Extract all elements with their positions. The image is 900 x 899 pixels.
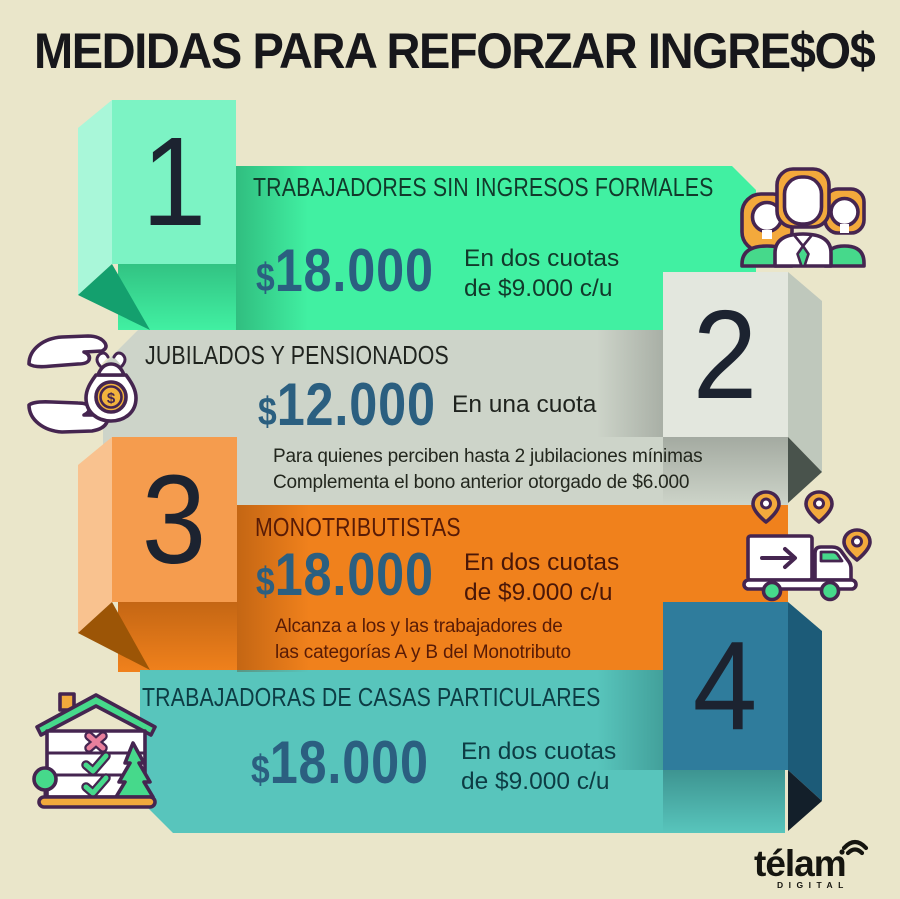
delivery-truck-icon — [742, 490, 872, 602]
check-icon — [83, 775, 109, 796]
check-icon — [83, 753, 109, 774]
coin-symbol: $ — [107, 390, 116, 407]
telam-logo-text: télam — [754, 843, 846, 884]
measure-3-heading: MONOTRIBUTISTAS — [255, 512, 461, 542]
currency-symbol: $ — [251, 748, 270, 792]
measure-3-amount: $18.000 — [256, 541, 434, 608]
measure-1-number-block: 1 — [112, 100, 236, 264]
measure-4-number-block: 4 — [663, 602, 788, 770]
measure-1-heading: TRABAJADORES SIN INGRESOS FORMALES — [253, 172, 714, 202]
measure-1-number: 1 — [141, 111, 207, 252]
measure-2-amount: $12.000 — [258, 371, 436, 438]
measure-2-number-block: 2 — [663, 272, 788, 437]
measure-2-heading: JUBILADOS Y PENSIONADOS — [145, 340, 449, 370]
house-checklist-icon — [32, 692, 157, 809]
measure-4-heading: TRABAJADORAS DE CASAS PARTICULARES — [142, 682, 601, 712]
x-mark-icon — [86, 733, 106, 751]
telam-logo: télam DIGITAL — [754, 839, 869, 890]
workers-group-icon — [740, 167, 866, 268]
telam-logo-subtext: DIGITAL — [777, 880, 849, 890]
wifi-waves-icon — [841, 839, 869, 856]
measure-2-terms: En una cuota — [452, 391, 597, 418]
measure-3-number: 3 — [142, 448, 207, 590]
measure-4-number: 4 — [693, 615, 758, 756]
measure-3-number-block: 3 — [112, 437, 237, 602]
measure-1-terms: En dos cuotas de $9.000 c/u — [464, 245, 620, 302]
page-title: MEDIDAS PARA REFORZAR INGRE$O$ — [34, 23, 876, 79]
measure-2-note: Para quienes perciben hasta 2 jubilacion… — [273, 446, 703, 493]
measure-3-terms: En dos cuotas de $9.000 c/u — [464, 549, 620, 606]
currency-symbol: $ — [256, 256, 275, 300]
arrow-right-icon — [760, 547, 797, 569]
measure-4-amount: $18.000 — [251, 729, 429, 796]
currency-symbol: $ — [256, 560, 275, 604]
measure-1-amount: $18.000 — [256, 237, 434, 304]
hands-money-bag-icon: $ — [27, 334, 138, 434]
measure-2-number: 2 — [693, 283, 758, 425]
measure-3-note: Alcanza a los y las trabajadores de las … — [275, 616, 571, 663]
measure-4-terms: En dos cuotas de $9.000 c/u — [461, 738, 617, 795]
currency-symbol: $ — [258, 390, 277, 434]
